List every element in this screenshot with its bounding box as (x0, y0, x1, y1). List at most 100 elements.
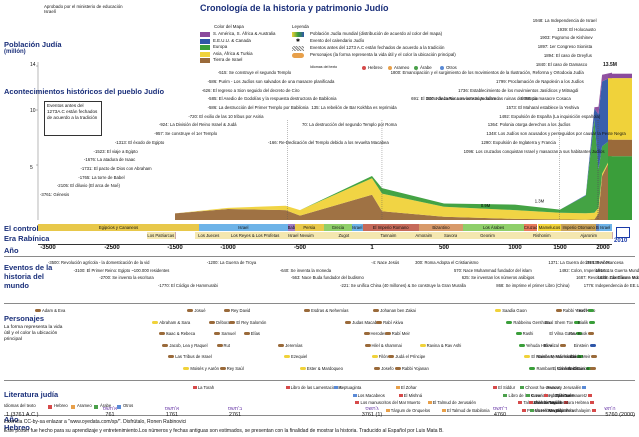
book-marker-icon (588, 393, 593, 397)
event-label: -1731: El pacto de Dios con Abraham (80, 165, 152, 171)
year-tick-label: 1500 (553, 245, 567, 251)
person-lifespan-bar (574, 320, 581, 324)
person-name: Ravina & Rav Ashi (426, 342, 462, 348)
book-title: El Zohar (400, 385, 417, 390)
person-name: Las Tribus de Israel (175, 354, 212, 359)
person-name: Yehuda Halevi (525, 342, 553, 348)
event-label: 1364: Polonia otorga derechos a los Judí… (487, 122, 571, 128)
event-label: -1765: La torre de Babel (78, 174, 125, 180)
person-lifespan-bar (384, 332, 391, 335)
person-lifespan-bar (229, 320, 236, 324)
population-tick-14: 14 (30, 62, 36, 68)
event-label: 1948: La Independencia de Israel (532, 18, 597, 23)
person-name: Judá el Príncipe (395, 354, 426, 359)
person-name: Moisés Mendelssohn (536, 354, 576, 359)
person-name: El Rey Salomón (236, 319, 267, 325)
person-name: Elías (250, 331, 261, 336)
events-note-box: Eventos antes del 1273A.C están fechados… (44, 101, 102, 136)
people-divider (4, 303, 635, 304)
land-band: Grecia (324, 224, 353, 231)
world-event: -640: Se inventa la moneda (279, 267, 332, 273)
book-title: La Torah (197, 385, 215, 390)
event-label: 1939: El Holocausto (557, 26, 596, 32)
person-lifespan-bar (158, 332, 165, 335)
hebrew-year-number: 1761 (165, 412, 179, 418)
book-marker-icon (352, 393, 357, 397)
hebrew-year-letters: ה'תש (604, 406, 616, 412)
book-marker-icon (563, 401, 568, 404)
person-lifespan-bar (216, 343, 223, 347)
legend-label: Población Judía mundial (distribución de… (310, 31, 443, 36)
person-lifespan-bar (278, 343, 285, 347)
person-lifespan-bar (591, 355, 598, 358)
population-title: Población Judía (4, 40, 62, 49)
legend-language-label: Arameo (394, 65, 410, 70)
person-lifespan-bar (374, 366, 381, 370)
year-tick-label: 1000 (508, 245, 522, 251)
person-name: Rabbi Yosef Karo (562, 308, 596, 313)
book-title: Chovot ha-Levavot (525, 385, 561, 390)
book-title: Tárgum de Onquelos (390, 407, 431, 413)
person-lifespan-bar (559, 343, 566, 347)
person-lifespan-bar (284, 355, 291, 358)
event-label: -1676: La atadura de Isaac (83, 157, 136, 163)
land-band: El Imperio Romano (362, 224, 420, 231)
book-title: Los Macabeos (357, 392, 385, 398)
year-tick-label: -2500 (104, 245, 120, 251)
literature-title: Literatura judía (4, 390, 59, 399)
person-lifespan-bar (243, 332, 250, 335)
land-band: Israel (199, 224, 289, 231)
world-event: 1939: 2da Guerra Mundial (597, 275, 639, 280)
event-label: 1800: Emancipación y el surgimiento de l… (390, 70, 584, 76)
hebrew-divider (4, 415, 635, 416)
legend-label: Evento del calendario Judío (310, 38, 365, 43)
person-name: Esdras & Nehemías (311, 308, 349, 313)
person-name: Ben Gurion (568, 365, 590, 371)
person-name: Hilel & shammai (371, 342, 402, 348)
hebrew-year-letters: ג'תשס (365, 406, 379, 412)
literature-language-label: Arameo (77, 403, 92, 408)
world-event: 1789: Rev. Francesa (584, 260, 624, 265)
map-legend-title: Color del Mapa (214, 24, 244, 29)
book-title: El Siddur (498, 385, 516, 390)
map-legend: Color del Mapa S. América, S. África & A… (200, 24, 280, 70)
person-name: Bialik (578, 319, 589, 325)
event-label: 800: Khazarnie convierte al Judaísmo (426, 96, 499, 102)
year-tick-label: -1500 (167, 245, 183, 251)
language-dot-icon (71, 405, 75, 409)
footer-license: Licencia CC-by-sa enlazar a "www.oyedata… (4, 419, 187, 425)
world-event: 1492: Colon, Imperialismo (559, 267, 608, 273)
person-lifespan-bar (394, 366, 401, 370)
events-note-text: Eventos antes del 1273A.C están fechados… (47, 103, 98, 120)
person-name: Baal Shem Tov (544, 319, 574, 325)
person-lifespan-bar (376, 320, 383, 324)
map-legend-label: Europa (213, 44, 228, 49)
hebrew-year-number: 761 (105, 412, 115, 418)
person-lifespan-bar (219, 366, 226, 370)
world-event: -1770: El Código de Hammurabi (157, 282, 218, 288)
book-title: Kuzari (530, 392, 543, 398)
person-lifespan-bar (524, 355, 531, 358)
person-lifespan-bar (187, 309, 194, 312)
book-title: Mishné Torá (534, 400, 557, 405)
person-lifespan-bar (364, 343, 371, 347)
event-label: 1799: Proclamación de Napoleón a los Jud… (496, 78, 584, 84)
person-lifespan-bar (363, 332, 370, 335)
era-band: Los Reyes & Los Profetas (222, 232, 289, 239)
poster-title: Cronología de la historia y patrimonio J… (200, 3, 389, 13)
person-name: Ester & Mardoqueo (306, 365, 343, 371)
event-label: 1897: 1er Congreso Sionista (537, 44, 593, 50)
person-lifespan-bar (152, 320, 159, 324)
person-name: Johanan ben Zakai (380, 308, 416, 313)
person-name: Moisés y Aarón (190, 365, 219, 371)
person-name: Rabí Meir (391, 331, 410, 336)
person-lifespan-bar (345, 320, 352, 324)
person-name: El Arizal (543, 342, 559, 348)
book-marker-icon (333, 386, 338, 389)
book-marker-icon (589, 401, 594, 404)
person-lifespan-bar (587, 309, 594, 312)
book-marker-icon (398, 393, 403, 397)
world-event: 1914: 1ra Guerra Mundial (595, 267, 639, 273)
person-name: Débora (216, 319, 230, 325)
person-name: Rashi (522, 331, 534, 336)
